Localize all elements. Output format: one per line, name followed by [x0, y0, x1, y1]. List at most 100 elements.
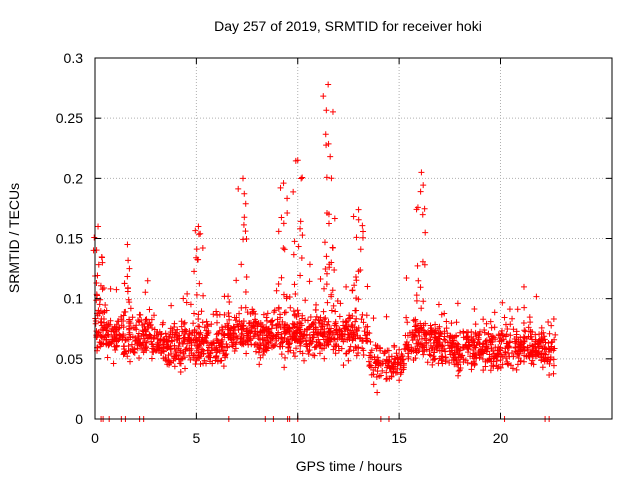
data-point [420, 327, 427, 334]
data-point [450, 340, 457, 347]
data-point [527, 319, 534, 326]
data-point [436, 347, 443, 354]
data-point [512, 344, 519, 351]
data-point [164, 339, 171, 346]
data-point [366, 330, 373, 337]
data-point [146, 306, 153, 313]
data-point [127, 320, 134, 327]
data-point [265, 340, 272, 347]
data-point [320, 308, 327, 315]
data-point [355, 324, 362, 331]
data-point [210, 340, 217, 347]
data-point [148, 338, 155, 345]
data-point [153, 329, 160, 336]
data-point [142, 328, 149, 335]
data-point [308, 321, 315, 328]
data-point [383, 369, 390, 376]
data-point [436, 323, 443, 330]
data-point [324, 333, 331, 340]
data-point [193, 291, 200, 298]
data-point [472, 329, 479, 336]
data-point [541, 336, 548, 343]
data-point [352, 318, 359, 325]
data-point [388, 353, 395, 360]
data-point [102, 301, 109, 308]
data-point [491, 353, 498, 360]
data-point [441, 336, 448, 343]
data-point [295, 310, 302, 317]
data-point [480, 367, 487, 374]
data-point [239, 322, 246, 329]
data-point [316, 339, 323, 346]
data-point [306, 261, 313, 268]
data-point [324, 299, 331, 306]
data-point [546, 330, 553, 337]
data-point [113, 286, 120, 293]
data-point [424, 359, 431, 366]
data-point [219, 326, 226, 333]
data-point [294, 320, 301, 327]
data-point [358, 316, 365, 323]
data-point [541, 350, 548, 357]
data-point [343, 283, 350, 290]
data-point [548, 322, 555, 329]
data-point [502, 355, 509, 362]
data-point [176, 332, 183, 339]
data-point [439, 353, 446, 360]
data-point [360, 319, 367, 326]
data-point [136, 339, 143, 346]
data-point [116, 335, 123, 342]
data-point [479, 348, 486, 355]
data-point [274, 331, 281, 338]
data-point [296, 340, 303, 347]
data-point [224, 330, 231, 337]
data-point [370, 315, 377, 322]
data-point [417, 188, 424, 195]
data-point [287, 304, 294, 311]
data-point [491, 324, 498, 331]
data-point [347, 343, 354, 350]
data-point [127, 358, 134, 365]
data-point [263, 331, 270, 338]
data-point [168, 350, 175, 357]
data-point [371, 356, 378, 363]
data-point [521, 327, 528, 334]
data-point [412, 323, 419, 330]
data-point [230, 330, 237, 337]
data-point [98, 253, 105, 260]
data-point [483, 341, 490, 348]
data-point [368, 347, 375, 354]
data-point [375, 362, 382, 369]
data-point [417, 284, 424, 291]
data-point [403, 314, 410, 321]
data-point [177, 347, 184, 354]
data-point [294, 157, 301, 164]
data-point [387, 365, 394, 372]
data-point [193, 329, 200, 336]
data-point [357, 246, 364, 253]
data-point [490, 358, 497, 365]
data-point [481, 329, 488, 336]
data-point [100, 285, 107, 292]
data-point [191, 310, 198, 317]
data-point [355, 216, 362, 223]
data-point [431, 328, 438, 335]
data-point [280, 220, 287, 227]
data-point [168, 337, 175, 344]
data-point [419, 348, 426, 355]
x-tick-label: 0 [91, 430, 99, 446]
data-point [268, 325, 275, 332]
data-point [318, 329, 325, 336]
data-point [338, 335, 345, 342]
data-point [222, 323, 229, 330]
data-point [460, 344, 467, 351]
data-point [353, 315, 360, 322]
data-point [208, 321, 215, 328]
data-point [415, 277, 422, 284]
data-point [100, 316, 107, 322]
data-point [265, 345, 272, 352]
data-point [421, 335, 428, 342]
data-point [235, 185, 242, 192]
data-point [297, 218, 304, 225]
data-point [420, 182, 427, 189]
